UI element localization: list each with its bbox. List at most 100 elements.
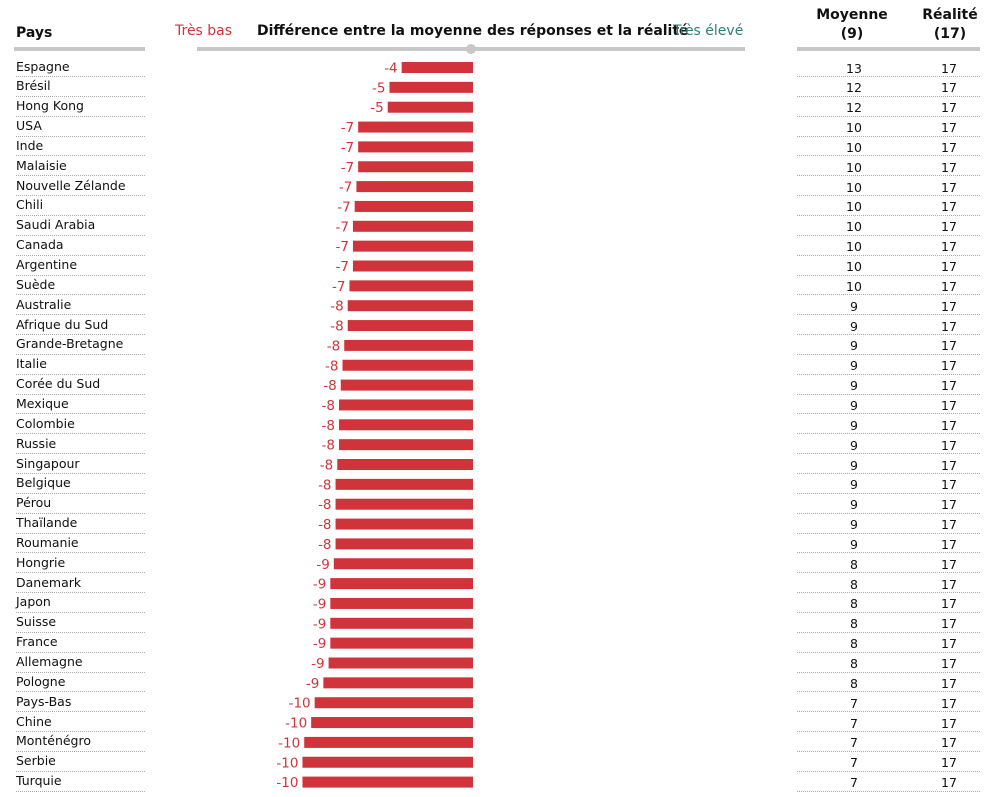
row-divider xyxy=(16,175,145,177)
row-divider xyxy=(16,492,145,494)
mean-value: 9 xyxy=(850,477,858,493)
mean-value: 7 xyxy=(850,755,858,771)
difference-bar xyxy=(347,300,473,312)
row-divider xyxy=(16,473,145,474)
country-label: USA xyxy=(16,118,42,134)
row-divider xyxy=(797,393,980,395)
mean-value: 8 xyxy=(850,656,858,671)
reality-value: 17 xyxy=(941,616,957,632)
reality-value: 17 xyxy=(941,596,957,612)
difference-bar xyxy=(354,200,473,212)
difference-bar xyxy=(339,419,473,431)
reality-value: 17 xyxy=(941,378,957,394)
row-divider xyxy=(16,155,145,157)
stats-header-rule xyxy=(797,47,980,51)
row-divider xyxy=(16,592,145,594)
country-label: Saudi Arabia xyxy=(16,217,96,233)
difference-label: -5 xyxy=(370,100,383,116)
country-label: Pérou xyxy=(16,495,52,511)
country-label: Mexique xyxy=(16,395,69,411)
difference-label: -7 xyxy=(332,279,345,295)
country-label: Australie xyxy=(16,296,72,312)
difference-bar xyxy=(335,498,473,510)
reality-value: 17 xyxy=(941,675,957,691)
row-divider xyxy=(16,294,145,296)
reality-value: 17 xyxy=(941,80,957,96)
row-divider xyxy=(16,453,145,455)
country-label: Danemark xyxy=(16,574,82,590)
row-divider xyxy=(797,532,980,534)
reality-value: 17 xyxy=(941,695,957,711)
row-divider xyxy=(797,473,980,474)
country-label: France xyxy=(16,634,58,650)
row-divider xyxy=(16,115,145,117)
difference-bar xyxy=(330,637,473,649)
row-divider xyxy=(797,572,980,574)
row-divider xyxy=(797,552,980,554)
country-label: Italie xyxy=(16,356,47,372)
row-divider xyxy=(16,314,145,316)
row-divider xyxy=(16,353,145,355)
reality-header-line1: Réalité xyxy=(922,7,978,23)
mean-value: 9 xyxy=(850,338,858,354)
difference-bar xyxy=(401,62,473,73)
difference-bar xyxy=(339,439,473,451)
row-divider xyxy=(16,572,145,574)
mean-value: 7 xyxy=(850,735,858,751)
mean-value: 10 xyxy=(846,239,862,255)
difference-label: -8 xyxy=(330,319,343,335)
country-label: Suède xyxy=(16,276,56,292)
difference-label: -10 xyxy=(276,755,298,771)
country-label: Serbie xyxy=(16,753,56,769)
difference-bar xyxy=(389,81,473,93)
row-divider xyxy=(16,214,145,216)
difference-bar xyxy=(337,459,473,470)
row-divider xyxy=(16,790,145,792)
mean-value: 10 xyxy=(846,120,862,136)
difference-bar xyxy=(347,320,473,332)
row-divider xyxy=(16,234,145,236)
country-label: Monténégro xyxy=(16,733,92,749)
mean-value: 9 xyxy=(850,378,858,394)
country-label: Espagne xyxy=(16,58,70,74)
country-label: Chine xyxy=(16,713,52,729)
row-divider xyxy=(797,353,980,355)
row-divider xyxy=(16,552,145,554)
difference-label: -7 xyxy=(339,180,352,196)
country-label: Roumanie xyxy=(16,534,79,550)
difference-label: -10 xyxy=(278,735,300,751)
reality-value: 17 xyxy=(941,556,957,572)
chart-title: Différence entre la moyenne des réponses… xyxy=(257,23,689,39)
reality-value: 17 xyxy=(941,497,957,513)
reality-value: 17 xyxy=(941,100,957,116)
reality-value: 17 xyxy=(941,358,957,374)
country-label: Brésil xyxy=(16,78,51,94)
very-low-label: Très bas xyxy=(175,23,233,39)
difference-label: -8 xyxy=(318,497,331,513)
mean-header-line1: Moyenne xyxy=(816,7,888,23)
row-divider xyxy=(797,294,980,296)
row-divider xyxy=(797,195,980,197)
difference-bar xyxy=(344,339,473,351)
mean-value: 9 xyxy=(850,536,858,552)
difference-bar xyxy=(328,657,473,669)
row-divider xyxy=(16,770,145,772)
mean-value: 8 xyxy=(850,675,858,691)
difference-label: -8 xyxy=(322,398,335,414)
row-divider xyxy=(16,651,145,653)
mean-value: 8 xyxy=(850,556,858,572)
reality-value: 17 xyxy=(941,179,957,195)
country-label: Pologne xyxy=(16,673,66,689)
mean-value: 7 xyxy=(850,715,858,731)
country-header-rule xyxy=(14,47,145,51)
row-divider xyxy=(797,314,980,316)
row-divider xyxy=(16,671,145,673)
country-label: Suisse xyxy=(16,614,57,630)
reality-value: 17 xyxy=(941,735,957,751)
difference-label: -7 xyxy=(341,160,354,176)
row-divider xyxy=(797,512,980,514)
difference-label: -9 xyxy=(313,596,326,612)
country-label: Belgique xyxy=(16,475,71,491)
difference-bar xyxy=(302,776,473,788)
